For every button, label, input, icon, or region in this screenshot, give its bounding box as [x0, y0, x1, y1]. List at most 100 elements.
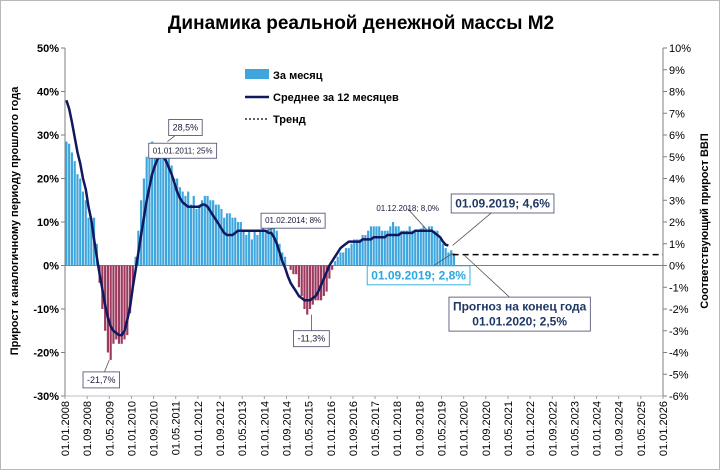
bar-mark: [84, 200, 87, 266]
bar-mark: [375, 226, 378, 266]
bar-mark: [234, 217, 237, 266]
bar-mark: [212, 200, 215, 266]
bar-mark: [189, 204, 193, 266]
y2-tick-label: -5%: [669, 369, 689, 381]
bar-mark: [328, 265, 331, 279]
y2-tick-label: 5%: [669, 152, 685, 164]
x-tick-label: 01.09.2016: [348, 401, 360, 456]
bar-mark: [292, 265, 295, 275]
y-tick-label: 10%: [37, 217, 59, 229]
y2-tick-label: -3%: [669, 326, 689, 338]
bar-mark: [325, 265, 328, 292]
x-tick-label: 01.05.2009: [104, 401, 116, 456]
bar-mark: [131, 265, 134, 288]
y2-tick-label: -6%: [669, 391, 689, 403]
bar-mark: [178, 187, 181, 266]
y2-tick-label: 3%: [669, 195, 685, 207]
bar-mark: [380, 230, 384, 266]
bar-mark: [70, 152, 74, 266]
bar-mark: [239, 222, 242, 266]
y2-tick-label: -4%: [669, 348, 689, 360]
bar-mark: [408, 226, 411, 266]
y2-tick-label: 1%: [669, 239, 685, 251]
annotation-box: [366, 265, 471, 286]
bar-mark: [245, 235, 248, 266]
bar-mark: [397, 226, 400, 266]
bar-mark: [81, 191, 85, 266]
x-tick-label: 01.05.2017: [370, 401, 382, 456]
annotation-group: 28,5%: [167, 119, 203, 142]
bar-mark: [231, 217, 234, 266]
bar-mark: [347, 248, 350, 266]
x-tick-label: 01.01.2018: [392, 401, 404, 456]
x-tick-label: 01.05.2025: [636, 401, 648, 456]
bar-mark: [386, 230, 389, 266]
bar-mark: [422, 226, 425, 266]
x-tick-label: 01.01.2026: [658, 401, 670, 456]
y-tick-label: 30%: [37, 130, 59, 142]
bar-mark: [228, 213, 231, 266]
annotation-box: [148, 142, 218, 159]
bar-mark: [106, 265, 109, 353]
bar-mark: [383, 230, 386, 266]
bar-mark: [126, 265, 129, 336]
bar-mark: [394, 226, 397, 266]
x-tick-label: 01.05.2013: [237, 401, 249, 456]
bar-mark: [314, 265, 317, 301]
y2-tick-label: 7%: [669, 108, 685, 120]
bar-mark: [336, 256, 339, 266]
y2-tick-label: 0%: [669, 261, 685, 273]
bar-mark: [87, 217, 90, 266]
annotation-label: 01.12.2018; 8,0%: [376, 204, 439, 213]
bar-mark: [361, 235, 364, 266]
bar-mark: [297, 265, 301, 288]
legend-avg-label: Среднее за 12 месяцев: [273, 92, 399, 104]
annotation-label: -11,3%: [297, 334, 325, 344]
bar-mark: [145, 156, 148, 266]
bar-mark: [76, 174, 79, 266]
bar-mark: [73, 161, 76, 266]
x-tick-label: 01.05.2019: [437, 401, 449, 456]
bar-mark: [184, 195, 187, 266]
bar-mark: [308, 265, 312, 309]
bar-mark: [153, 148, 157, 266]
bar-mark: [264, 230, 267, 266]
bar-mark: [198, 204, 201, 266]
bar-mark: [378, 226, 381, 266]
y-axis-label: Прирост к аналогичному периоду прошлого …: [9, 86, 21, 355]
annotation-group: 01.09.2019; 2,8%: [366, 252, 471, 286]
bar-mark: [303, 265, 306, 309]
bar-mark: [403, 230, 406, 266]
bar-mark: [214, 204, 217, 266]
bar-mark: [90, 217, 93, 266]
bar-mark: [300, 265, 303, 296]
bar-mark: [192, 195, 195, 266]
bar-mark: [427, 226, 431, 266]
bar-mark: [439, 239, 442, 266]
bar-mark: [364, 235, 367, 266]
bar-mark: [242, 230, 245, 266]
bar-mark: [425, 230, 428, 266]
bar-mark: [117, 265, 121, 344]
x-tick-label: 01.01.2010: [126, 401, 138, 456]
bar-mark: [220, 208, 223, 266]
annotation-label: -21,7%: [87, 375, 116, 385]
bar-mark: [331, 265, 334, 270]
annotation-label: 01.09.2019; 4,6%: [455, 196, 550, 210]
annotation-label: 01.09.2019; 2,8%: [371, 268, 466, 282]
bar-mark: [236, 222, 240, 266]
bar-mark: [311, 265, 314, 305]
bars-layer: [65, 141, 456, 360]
legend-layer: За месяц Среднее за 12 месяцев Тренд: [245, 69, 399, 126]
bar-mark: [217, 204, 220, 266]
bar-mark: [350, 243, 353, 266]
bar-mark: [156, 143, 159, 266]
annotation-group: 01.02.2014; 8%: [260, 212, 326, 232]
bar-mark: [353, 239, 356, 266]
bar-mark: [367, 230, 370, 266]
bar-mark: [115, 265, 118, 340]
y2-tick-label: 8%: [669, 87, 685, 99]
bar-mark: [289, 265, 292, 270]
annotation-leader: [407, 208, 428, 231]
bar-mark: [261, 226, 265, 266]
